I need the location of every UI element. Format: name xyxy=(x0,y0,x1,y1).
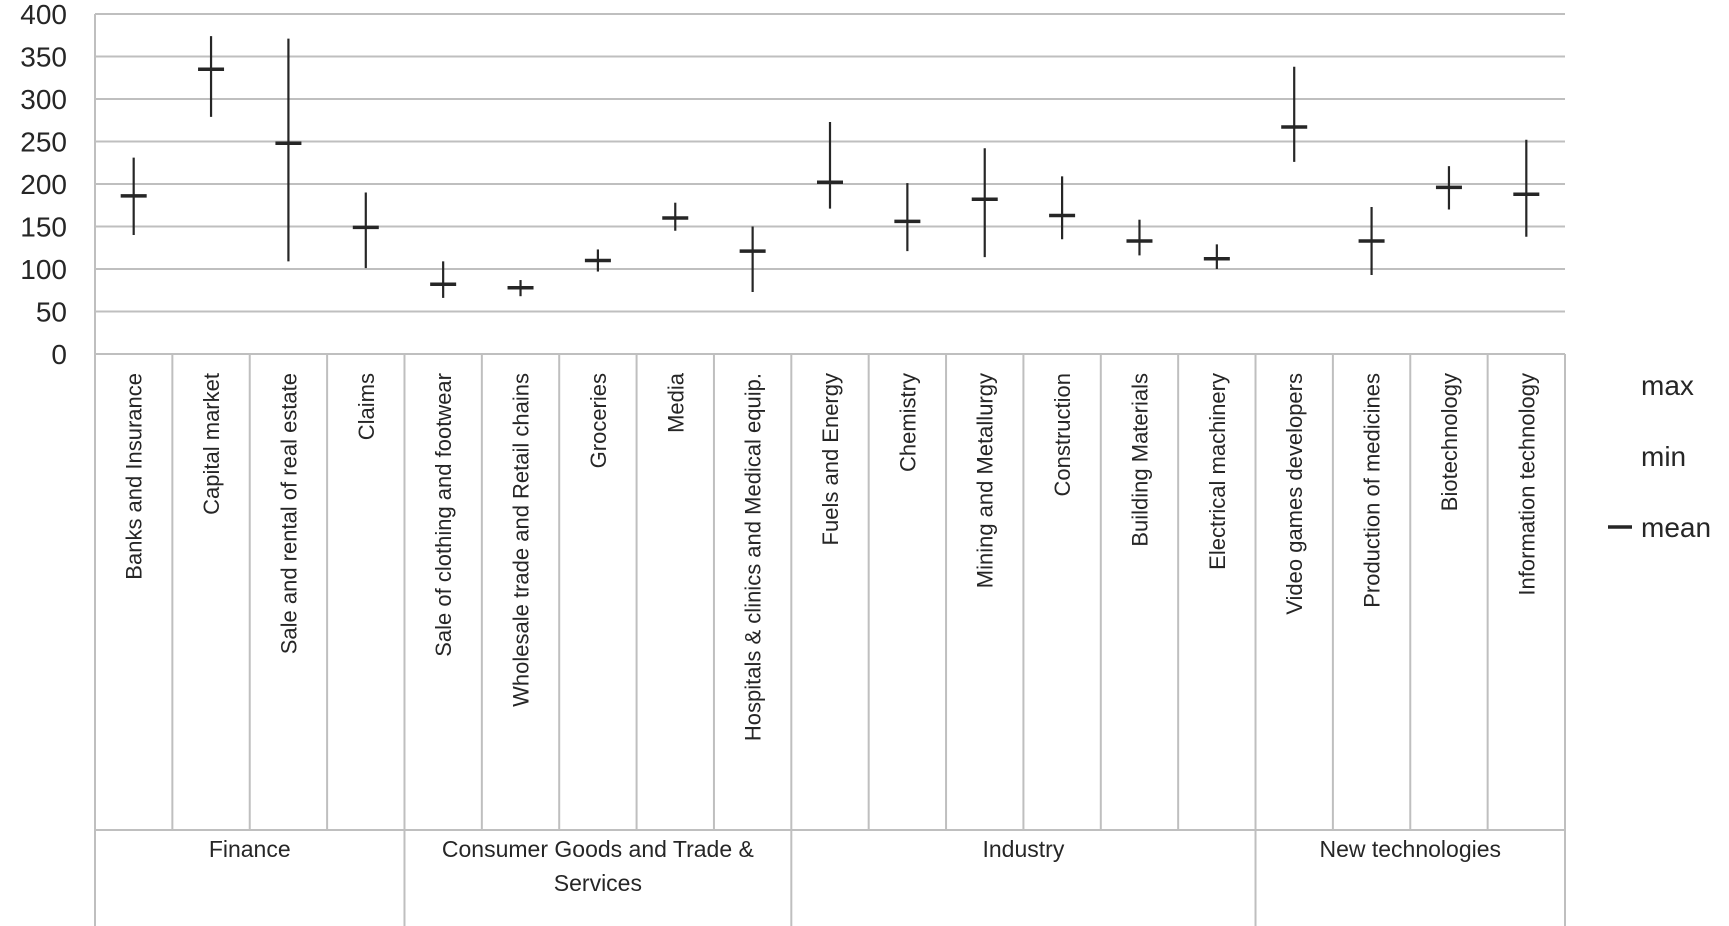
y-tick-label: 100 xyxy=(20,254,67,285)
x-tick-label: Sale and rental of real estate xyxy=(276,373,301,654)
y-tick-label: 0 xyxy=(51,339,67,370)
x-tick-label: Media xyxy=(663,372,688,433)
y-tick-label: 200 xyxy=(20,169,67,200)
legend-label: min xyxy=(1641,441,1686,472)
x-tick-label: Claims xyxy=(354,373,379,440)
y-tick-label: 300 xyxy=(20,84,67,115)
x-tick-label: Information technology xyxy=(1514,373,1539,596)
y-tick-label: 350 xyxy=(20,42,67,73)
x-tick-label: Sale of clothing and footwear xyxy=(431,373,456,657)
group-label: New technologies xyxy=(1319,836,1502,862)
x-tick-label: Electrical machinery xyxy=(1205,373,1230,570)
group-label: Finance xyxy=(208,836,291,862)
x-tick-label: Video games developers xyxy=(1282,373,1307,615)
legend-label: max xyxy=(1641,370,1694,401)
y-tick-label: 50 xyxy=(36,297,67,328)
x-tick-label: Fuels and Energy xyxy=(818,373,843,545)
group-label: Consumer Goods and Trade & Services xyxy=(441,836,754,896)
x-tick-label: Chemistry xyxy=(895,373,920,472)
x-tick-label: Hospitals & clinics and Medical equip. xyxy=(741,373,766,741)
x-tick-label: Capital market xyxy=(199,373,224,515)
y-tick-label: 150 xyxy=(20,212,67,243)
x-tick-label: Building Materials xyxy=(1127,373,1152,547)
x-tick-label: Biotechnology xyxy=(1437,373,1462,511)
x-tick-label: Banks and Insurance xyxy=(122,373,147,580)
x-tick-label: Production of medicines xyxy=(1360,373,1385,608)
x-tick-label: Mining and Metallurgy xyxy=(973,373,998,588)
x-tick-label: Wholesale trade and Retail chains xyxy=(509,373,534,707)
group-label: Industry xyxy=(982,836,1065,862)
y-tick-label: 250 xyxy=(20,127,67,158)
y-tick-label: 400 xyxy=(20,0,67,30)
x-tick-label: Groceries xyxy=(586,373,611,468)
x-tick-label: Construction xyxy=(1050,373,1075,497)
legend-label: mean xyxy=(1641,512,1711,543)
